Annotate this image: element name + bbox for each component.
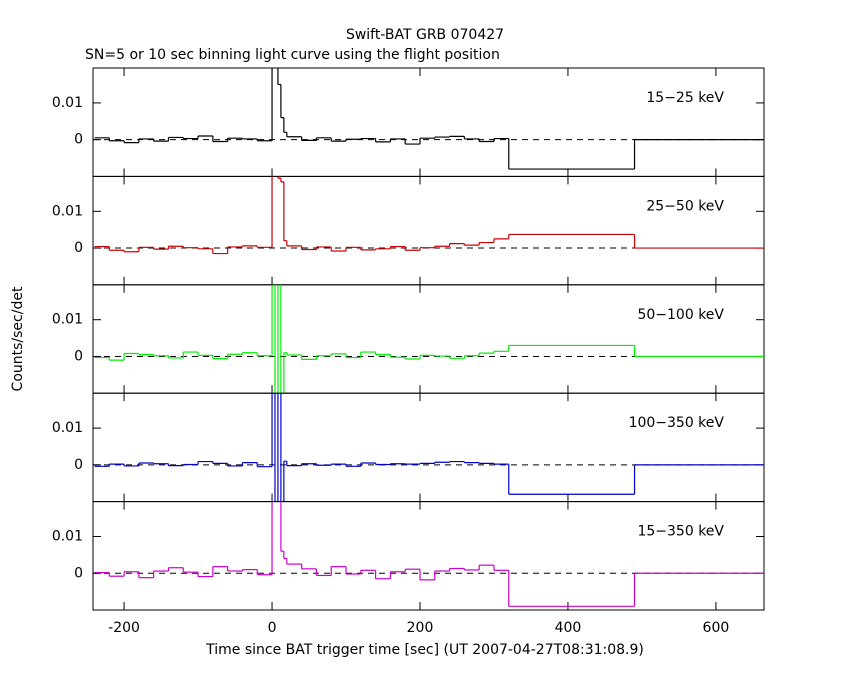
panel-label: 15−25 keV xyxy=(646,90,724,106)
panel-label: 100−350 keV xyxy=(629,415,725,431)
panel-label: 15−350 keV xyxy=(637,524,724,540)
y-tick-label: 0.01 xyxy=(52,95,83,111)
y-tick-label: 0 xyxy=(74,348,83,364)
series xyxy=(94,284,764,394)
x-axis-label: Time since BAT trigger time [sec] (UT 20… xyxy=(205,642,644,658)
y-tick-label: 0.01 xyxy=(52,420,83,436)
y-tick-label: 0 xyxy=(74,565,83,581)
x-tick-label: -200 xyxy=(108,620,140,636)
y-axis-label: Counts/sec/det xyxy=(10,286,26,391)
x-tick-label: 400 xyxy=(555,620,582,636)
x-tick-label: 200 xyxy=(407,620,434,636)
chart-subtitle: SN=5 or 10 sec binning light curve using… xyxy=(85,47,500,63)
panel-label: 25−50 keV xyxy=(646,198,724,214)
panel-label: 50−100 keV xyxy=(637,307,724,323)
panel-frame xyxy=(92,501,765,611)
y-tick-label: 0 xyxy=(74,240,83,256)
y-tick-label: 0.01 xyxy=(52,203,83,219)
x-tick-label: 600 xyxy=(703,620,730,636)
y-tick-label: 0.01 xyxy=(52,529,83,545)
series xyxy=(94,68,764,170)
y-tick-label: 0 xyxy=(74,457,83,473)
series xyxy=(94,501,764,607)
y-tick-label: 0.01 xyxy=(52,312,83,328)
chart-title: Swift-BAT GRB 070427 xyxy=(346,27,504,43)
x-tick-label: 0 xyxy=(268,620,277,636)
series xyxy=(94,176,764,255)
series xyxy=(94,393,764,502)
y-tick-label: 0 xyxy=(74,132,83,148)
